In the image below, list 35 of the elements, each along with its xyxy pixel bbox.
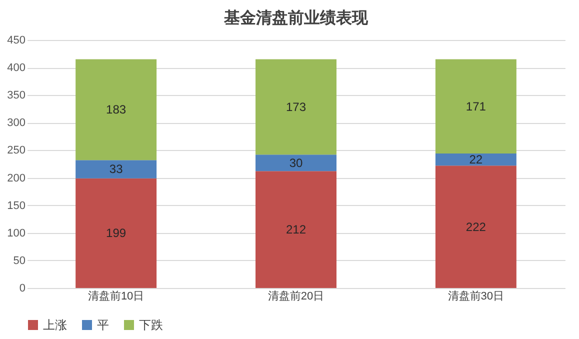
y-tick-label: 400 <box>7 62 26 74</box>
y-tick-label: 100 <box>7 227 26 240</box>
bar <box>435 59 516 154</box>
y-tick-label: 250 <box>7 144 26 157</box>
y-tick-label: 150 <box>7 200 26 212</box>
legend-label: 下跌 <box>139 318 163 332</box>
data-label: 173 <box>286 100 306 114</box>
x-tick-label: 清盘前20日 <box>268 290 324 302</box>
y-tick-label: 450 <box>7 34 26 46</box>
data-label: 183 <box>106 102 126 117</box>
data-label: 199 <box>106 226 126 240</box>
bar <box>76 178 157 288</box>
y-tick-label: 350 <box>7 90 26 102</box>
y-tick-label: 50 <box>13 254 26 267</box>
bar <box>435 154 516 166</box>
bar <box>256 154 336 172</box>
bar <box>435 166 516 288</box>
bar <box>76 160 157 178</box>
y-tick-label: 0 <box>19 282 26 294</box>
bar <box>256 59 336 155</box>
chart-title: 基金清盘前业绩表现 <box>223 9 369 27</box>
legend-label: 平 <box>97 318 109 332</box>
data-label: 22 <box>469 152 483 167</box>
data-label: 212 <box>286 222 306 237</box>
x-tick-label: 清盘前30日 <box>448 290 504 302</box>
legend-label: 上涨 <box>43 318 67 332</box>
y-tick-label: 300 <box>7 117 26 130</box>
data-label: 30 <box>289 156 303 170</box>
data-label: 222 <box>466 220 486 234</box>
x-tick-label: 清盘前10日 <box>88 290 144 302</box>
y-tick-label: 200 <box>7 172 26 184</box>
data-label: 33 <box>109 162 124 176</box>
bar <box>76 59 157 160</box>
data-label: 171 <box>466 99 486 114</box>
bar <box>256 171 336 288</box>
